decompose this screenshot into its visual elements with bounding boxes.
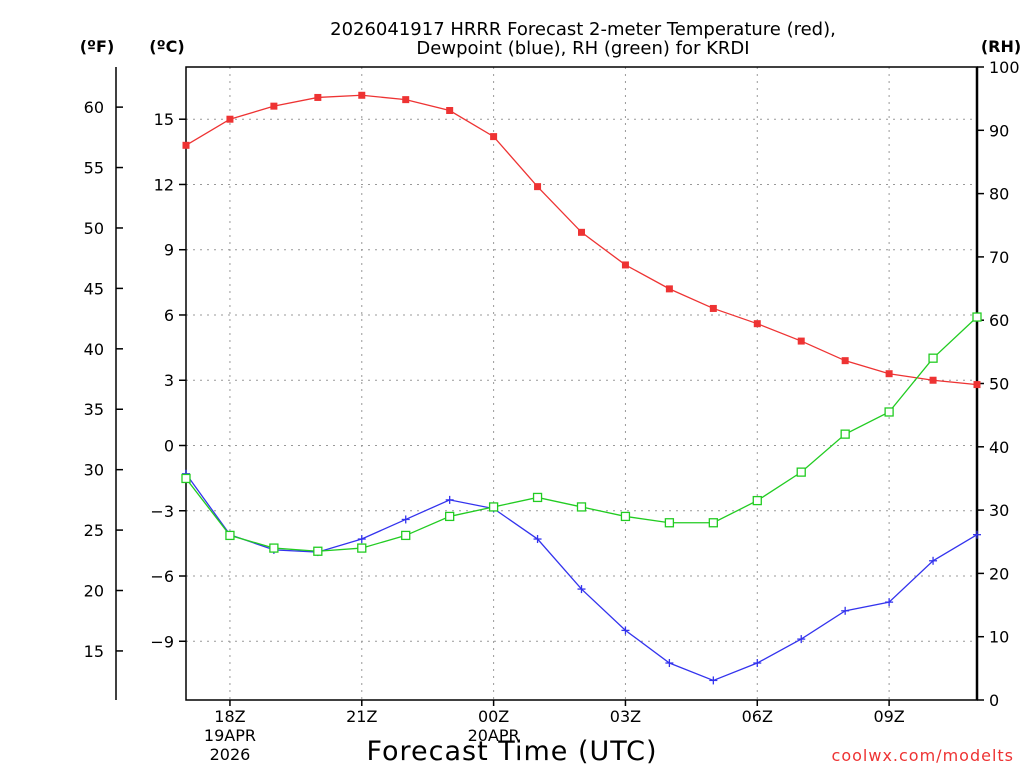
temperature-point (578, 228, 585, 236)
rh-point (357, 543, 367, 553)
rh-point (708, 518, 718, 528)
rh-point (884, 407, 894, 417)
chart-title-line1: 2026041917 HRRR Forecast 2-meter Tempera… (330, 19, 836, 40)
rh-point (401, 530, 411, 541)
rh-point (576, 502, 587, 512)
rh-point (796, 467, 806, 477)
temperature-point (665, 285, 673, 293)
fahrenheit-tick-label: 40 (84, 340, 104, 359)
rh-tick-label: 20 (989, 564, 1009, 583)
series-rh (181, 312, 982, 556)
rh-tick-label: 60 (989, 311, 1009, 330)
temperature-point (797, 337, 805, 345)
rh-point (225, 530, 235, 541)
x-tick-label: 03Z (610, 707, 641, 726)
temperature-point (709, 304, 717, 312)
rh-point (972, 312, 982, 322)
temperature-point (358, 91, 366, 99)
temperature-point (270, 102, 278, 110)
celsius-tick-label: 9 (164, 241, 174, 260)
rh-tick-label: 40 (989, 438, 1009, 457)
fahrenheit-tick-label: 55 (84, 159, 104, 178)
series-temperature (182, 91, 981, 389)
rh-point (620, 511, 631, 522)
temperature-point (753, 320, 761, 328)
temperature-point (841, 357, 849, 365)
temperature-point (226, 115, 234, 123)
grid-lines (186, 67, 977, 700)
celsius-tick-label: −6 (150, 567, 174, 586)
temperature-point (973, 381, 981, 389)
plot-frame (185, 66, 978, 701)
celsius-tick-label: 15 (154, 110, 174, 129)
rh-point (840, 429, 850, 439)
celsius-tick-label: 12 (154, 175, 174, 194)
temperature-point (446, 107, 454, 115)
rh-point (532, 492, 543, 503)
temperature-point (490, 133, 498, 141)
temperature-point (534, 183, 542, 191)
rh-tick-label: 10 (989, 628, 1009, 647)
x-axis-title: Forecast Time (UTC) (366, 736, 657, 767)
temperature-point (929, 376, 937, 384)
temperature-point (402, 96, 410, 104)
temperature-point (885, 370, 893, 378)
x-tick-label: 09Z (873, 707, 904, 726)
chart-title-line2: Dewpoint (blue), RH (green) for KRDI (416, 38, 749, 59)
celsius-tick-label: 3 (164, 371, 174, 390)
rh-tick-label: 70 (989, 248, 1009, 267)
rh-point (269, 543, 279, 553)
series-line-temperature (185, 94, 978, 386)
rh-tick-label: 90 (989, 121, 1009, 140)
x-tick-label: 18Z (214, 707, 245, 726)
celsius-tick-label: 6 (164, 306, 174, 325)
temperature-point (182, 141, 190, 149)
fahrenheit-tick-label: 35 (84, 400, 104, 419)
rh-tick-label: 0 (989, 691, 999, 710)
x-tick-label: 06Z (742, 707, 773, 726)
temperature-point (621, 261, 629, 269)
x-tick-date: 20APR (468, 726, 520, 745)
fahrenheit-tick-label: 30 (84, 461, 104, 480)
celsius-axis-label: (ºC) (149, 37, 184, 56)
fahrenheit-tick-label: 25 (84, 521, 104, 540)
x-tick-date: 19APR (204, 726, 256, 745)
x-tick-label: 00Z (478, 707, 509, 726)
x-tick-label: 21Z (346, 707, 377, 726)
fahrenheit-tick-label: 50 (84, 219, 104, 238)
fahrenheit-tick-label: 45 (84, 279, 104, 298)
credit-text: coolwx.com/modelts (832, 746, 1014, 765)
series-dewpoint (182, 469, 981, 685)
rh-point (488, 502, 499, 512)
fahrenheit-tick-label: 60 (84, 98, 104, 117)
rh-point (928, 353, 938, 363)
celsius-tick-label: 0 (164, 436, 174, 455)
celsius-tick-label: −9 (150, 632, 174, 651)
rh-tick-label: 30 (989, 501, 1009, 520)
rh-point (752, 495, 762, 506)
fahrenheit-tick-label: 15 (84, 642, 104, 661)
fahrenheit-tick-label: 20 (84, 582, 104, 601)
rh-tick-label: 80 (989, 185, 1009, 204)
series-line-rh (185, 316, 978, 552)
rh-axis-label: (RH) (981, 37, 1021, 56)
rh-point (313, 546, 323, 556)
rh-point (664, 518, 675, 528)
rh-tick-label: 50 (989, 375, 1009, 394)
rh-point (181, 473, 191, 484)
temperature-point (314, 93, 322, 101)
axes (115, 66, 979, 701)
tick-labels: 15129630−3−6−960555045403530252015100908… (84, 58, 1020, 764)
fahrenheit-axis-label: (ºF) (80, 37, 115, 56)
rh-point (445, 511, 455, 522)
data-series (181, 91, 982, 685)
x-tick-year: 2026 (210, 745, 251, 764)
celsius-tick-label: −3 (150, 502, 174, 521)
rh-tick-label: 100 (989, 58, 1020, 77)
